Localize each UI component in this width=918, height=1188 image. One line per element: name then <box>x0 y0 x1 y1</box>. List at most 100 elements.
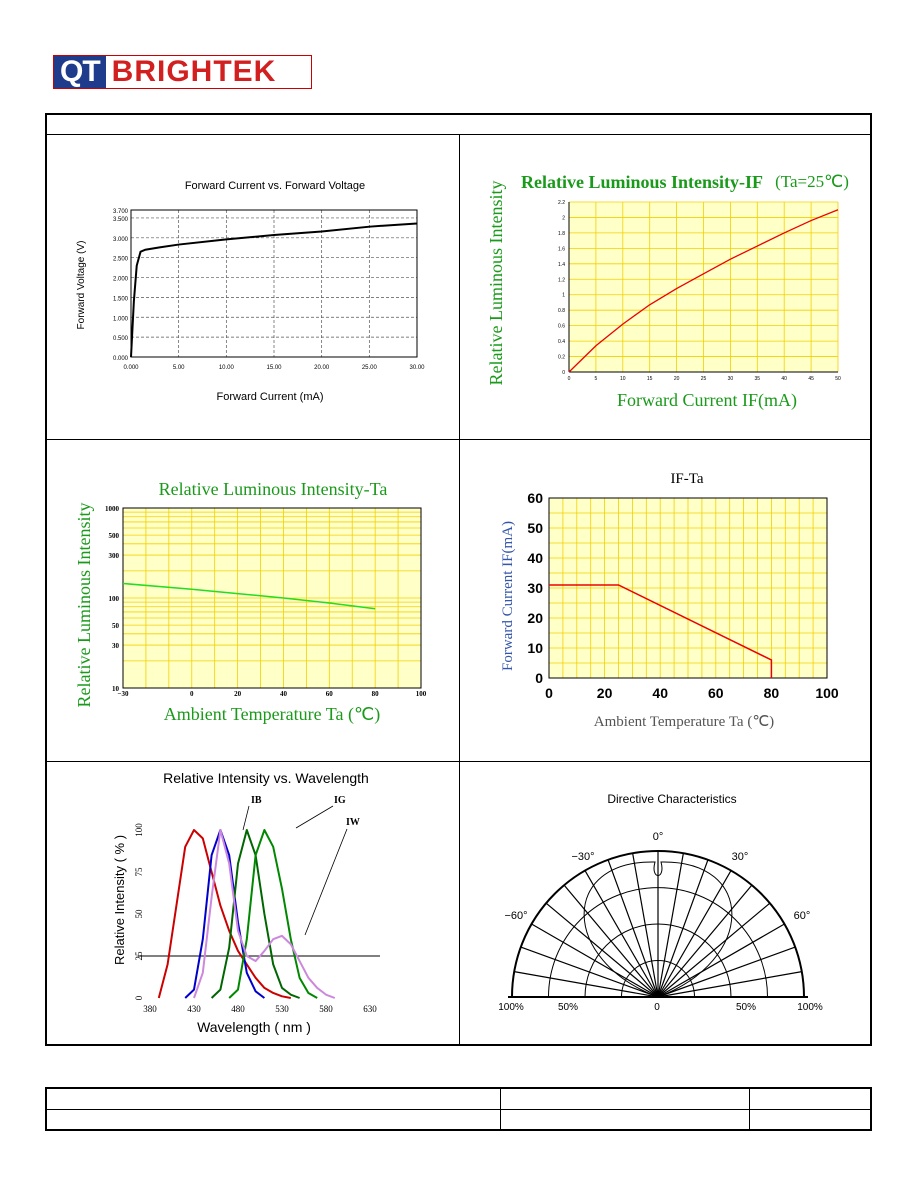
rli-if-ytick-label: 0.6 <box>558 324 565 330</box>
fv-frame <box>130 209 418 358</box>
rli-if-xlabel: Forward Current IF(mA) <box>617 390 797 411</box>
directive-spoke <box>514 971 659 998</box>
footer-cell-1 <box>46 1088 501 1110</box>
rli-ta-xlabel: Ambient Temperature Ta (℃) <box>164 704 380 725</box>
if-ta-xlabel: Ambient Temperature Ta (℃) <box>594 714 774 730</box>
chart-spectrum: Relative Intensity vs. Wavelength Wavele… <box>112 770 380 1035</box>
rli-if-xtick-label: 45 <box>808 376 814 382</box>
fv-series-line <box>130 222 418 358</box>
spectrum-series-line-0 <box>157 829 291 999</box>
rli-if-ylabel: Relative Luminous Intensity <box>486 181 506 386</box>
spectrum-series-line-3 <box>228 829 318 999</box>
footer-cell-6 <box>749 1109 871 1130</box>
rli-if-ytick-label: 2 <box>562 215 565 221</box>
rli-ta-xtick-label: 100 <box>416 690 427 698</box>
rli-if-ytick-label: 2.2 <box>558 200 565 206</box>
spectrum-title: Relative Intensity vs. Wavelength <box>163 770 369 786</box>
rli-if-xtick-label: 5 <box>595 376 598 382</box>
chart-rli-ta: Relative Luminous Intensity-Ta Ambient T… <box>74 479 427 725</box>
rli-ta-ylabel: Relative Luminous Intensity <box>74 503 94 708</box>
if-ta-frame <box>548 497 828 679</box>
if-ta-ytick-label: 20 <box>527 610 543 626</box>
if-ta-xtick-label: 0 <box>545 685 553 701</box>
directive-pattern <box>583 861 733 998</box>
spectrum-ylabel: Relative Intensity ( % ) <box>112 835 127 965</box>
fv-ytick-label: 3.700 <box>113 209 129 215</box>
footer-cell-4 <box>46 1109 501 1130</box>
rli-ta-series-line <box>122 582 376 610</box>
fv-title: Forward Current vs. Forward Voltage <box>185 180 365 192</box>
if-ta-ytick-label: 30 <box>527 580 543 596</box>
directive-spoke <box>657 902 771 998</box>
angle-60: 60° <box>794 910 811 922</box>
spectrum-xtick-label: 530 <box>275 1004 289 1014</box>
footer-cell-3 <box>749 1088 871 1110</box>
directive-spoke <box>563 884 659 998</box>
if-ta-xtick-label: 100 <box>815 685 839 701</box>
logo-qt: QT <box>54 56 106 88</box>
chart-if-ta: IF-Ta Ambient Temperature Ta (℃) Forward… <box>500 471 839 730</box>
ib-leader <box>242 805 250 831</box>
rli-if-ytick-label: 1.8 <box>558 231 565 237</box>
fv-ytick-label: 0.500 <box>113 336 129 342</box>
rli-ta-xtick-label: 40 <box>280 690 288 698</box>
spectrum-ytick-label: 0 <box>134 995 144 1000</box>
scale-right-50: 50% <box>736 1002 756 1013</box>
rli-ta-ytick-label: 500 <box>109 532 120 540</box>
rli-if-xtick-label: 30 <box>728 376 734 382</box>
spectrum-xtick-label: 480 <box>231 1004 245 1014</box>
angle-minus-30: −30° <box>571 851 594 863</box>
rli-ta-xtick-label: 0 <box>190 690 194 698</box>
rli-ta-xtick-label: 80 <box>372 690 380 698</box>
rli-if-title-suffix: (Ta=25℃) <box>775 172 849 191</box>
spectrum-series-line-4 <box>193 829 336 999</box>
chart-forward-voltage: Forward Current vs. Forward Voltage Forw… <box>76 180 425 403</box>
rli-ta-xtick-label: 60 <box>326 690 334 698</box>
directive-spoke <box>607 859 659 998</box>
fv-xtick-label: 15.00 <box>266 365 282 371</box>
rli-ta-ytick-label: 100 <box>109 595 120 603</box>
rli-if-xtick-label: 50 <box>835 376 841 382</box>
fv-ylabel: Forward Voltage (V) <box>76 241 87 330</box>
rli-ta-ytick-label: 30 <box>112 642 120 650</box>
spectrum-xtick-label: 580 <box>319 1004 333 1014</box>
characteristics-panel <box>45 113 872 1046</box>
footer-cell-5 <box>500 1109 750 1130</box>
if-ta-ytick-label: 0 <box>535 670 543 686</box>
directive-spoke <box>657 971 802 998</box>
rli-if-ytick-label: 0.4 <box>558 339 565 345</box>
fv-ytick-label: 2.000 <box>113 277 129 283</box>
rli-if-ytick-label: 1 <box>562 293 565 299</box>
fv-xtick-label: 10.00 <box>219 365 235 371</box>
directive-spoke <box>520 946 659 998</box>
chart-rli-if: Relative Luminous Intensity-IF (Ta=25℃) … <box>486 172 849 411</box>
rli-if-ytick-label: 0.2 <box>558 355 565 361</box>
directive-spoke <box>657 923 785 998</box>
rli-if-title: Relative Luminous Intensity-IF <box>521 172 763 192</box>
fv-ytick-label: 1.000 <box>113 316 129 322</box>
series-label-ib: IB <box>251 795 262 806</box>
rli-if-xtick-label: 20 <box>674 376 680 382</box>
footer-cell-2 <box>500 1088 750 1110</box>
angle-0: 0° <box>653 831 664 843</box>
spectrum-xlabel: Wavelength ( nm ) <box>197 1019 311 1035</box>
directive-spoke <box>657 853 684 998</box>
rli-if-ytick-label: 0.8 <box>558 308 565 314</box>
rli-ta-xtick-label: 20 <box>234 690 242 698</box>
rli-ta-xtick-label: −30 <box>118 690 129 698</box>
fv-ytick-label: 3.000 <box>113 237 129 243</box>
scale-center-0: 0 <box>654 1002 660 1013</box>
directive-spoke <box>657 870 732 998</box>
directive-title: Directive Characteristics <box>607 792 736 806</box>
if-ta-ylabel: Forward Current IF(mA) <box>500 521 516 671</box>
rli-if-ytick-label: 1.6 <box>558 246 565 252</box>
angle-30: 30° <box>732 851 749 863</box>
rli-ta-ytick-label: 50 <box>112 622 120 630</box>
rli-if-ytick-label: 1.2 <box>558 277 565 283</box>
if-ta-ytick-label: 10 <box>527 640 543 656</box>
scale-left-100: 100% <box>498 1002 524 1013</box>
fv-xtick-label: 25.00 <box>362 365 378 371</box>
rli-if-xtick-label: 25 <box>701 376 707 382</box>
rli-ta-ytick-label: 300 <box>109 552 120 560</box>
